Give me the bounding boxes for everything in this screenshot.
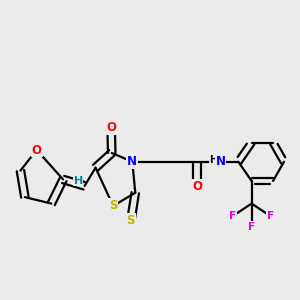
Text: F: F [267,211,274,221]
Text: O: O [32,143,42,157]
Text: O: O [106,122,116,134]
Text: O: O [192,180,202,193]
Text: S: S [109,200,117,212]
Text: H: H [74,176,83,186]
Text: F: F [229,211,236,221]
Text: N: N [127,155,137,168]
Text: H: H [209,155,217,165]
Text: F: F [248,222,255,232]
Text: N: N [216,155,226,168]
Text: S: S [127,214,135,227]
